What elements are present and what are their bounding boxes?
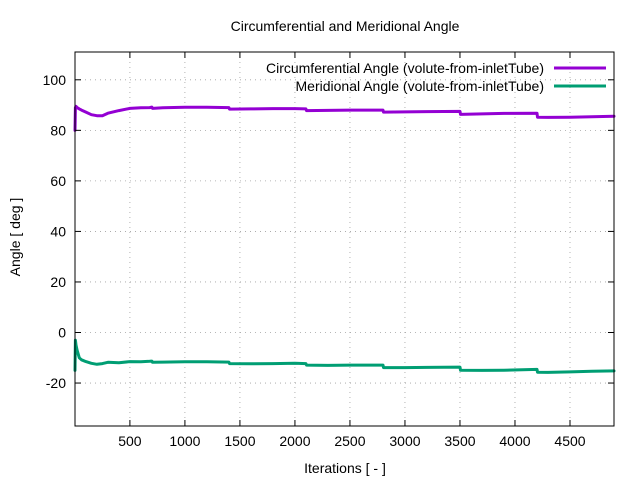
y-tick-label: 100 xyxy=(43,72,67,88)
series-line-meridional xyxy=(73,338,616,374)
x-tick-label: 4000 xyxy=(499,433,530,449)
legend-label-circumferential: Circumferential Angle (volute-from-inlet… xyxy=(266,60,544,76)
series-line-circumferential xyxy=(73,104,616,132)
x-tick-label: 3500 xyxy=(444,433,475,449)
legend: Circumferential Angle (volute-from-inlet… xyxy=(266,60,606,94)
plot-frame xyxy=(74,51,615,427)
series-layer xyxy=(73,104,616,374)
x-tick-label: 4500 xyxy=(554,433,585,449)
legend-label-meridional: Meridional Angle (volute-from-inletTube) xyxy=(296,78,544,94)
x-tick-label: 500 xyxy=(118,433,142,449)
x-tick-label: 3000 xyxy=(389,433,420,449)
y-tick-label: 0 xyxy=(58,325,66,341)
x-tick-label: 2000 xyxy=(279,433,310,449)
x-tick-label: 2500 xyxy=(334,433,365,449)
y-tick-label: 40 xyxy=(50,223,66,239)
x-axis-label: Iterations [ - ] xyxy=(304,460,386,476)
y-tick-label: 20 xyxy=(50,274,66,290)
y-tick-label: 60 xyxy=(50,173,66,189)
y-axis-label: Angle [ deg ] xyxy=(7,198,23,277)
chart-title: Circumferential and Meridional Angle xyxy=(231,18,460,34)
x-tick-label: 1500 xyxy=(224,433,255,449)
y-tick-label: 80 xyxy=(50,122,66,138)
y-tick-label: -20 xyxy=(46,375,66,391)
x-tick-label: 1000 xyxy=(169,433,200,449)
tick-layer: 500 1000 1500 2000 2500 3000 3500 4000 4500 -20 0 2… xyxy=(43,52,614,449)
